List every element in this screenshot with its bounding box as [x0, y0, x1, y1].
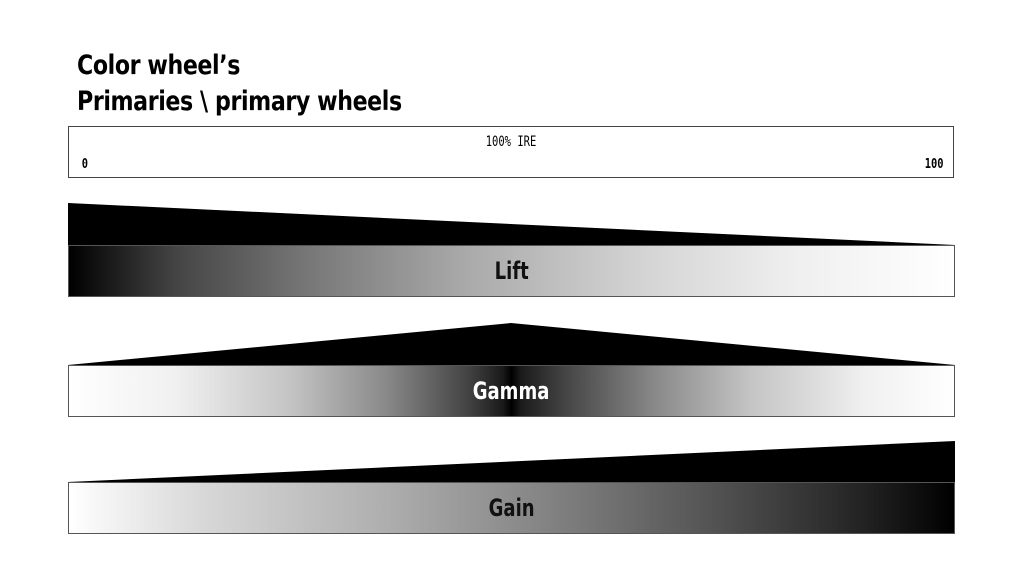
- ire-scale: 100% IRE 0 100: [68, 126, 954, 178]
- gain-wedge: [68, 441, 955, 482]
- gamma-label: Gamma: [473, 377, 550, 405]
- gain-label: Gain: [488, 494, 535, 522]
- lift-label: Lift: [494, 257, 529, 285]
- gamma-wedge: [68, 323, 955, 365]
- title-line-2: Primaries \ primary wheels: [77, 86, 402, 117]
- ire-scale-max: 100: [924, 157, 943, 172]
- gain-bar: Gain: [68, 482, 955, 534]
- lift-wedge: [68, 203, 955, 245]
- title-line-1: Color wheel’s: [77, 50, 240, 81]
- ire-scale-label: 100% IRE: [485, 134, 537, 150]
- gamma-bar: Gamma: [68, 365, 955, 417]
- ire-scale-min: 0: [81, 157, 89, 172]
- lift-bar: Lift: [68, 245, 955, 297]
